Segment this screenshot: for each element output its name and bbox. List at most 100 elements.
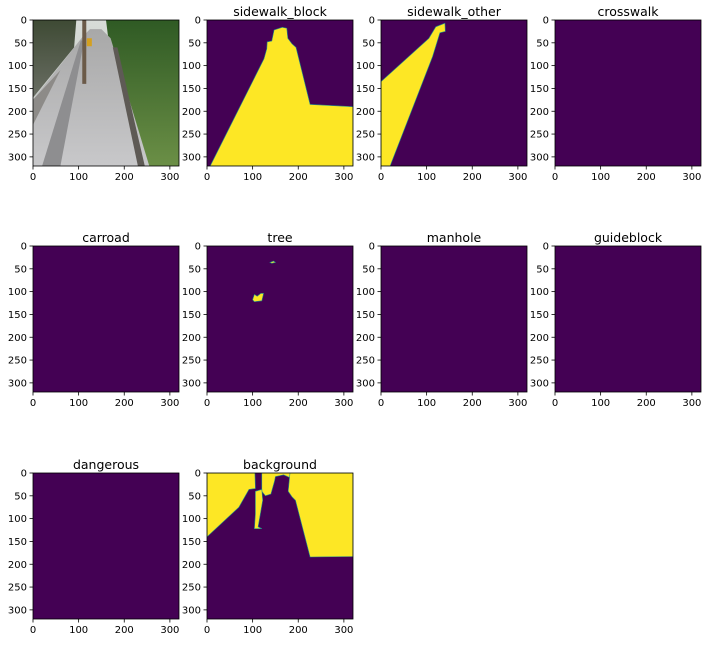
- mask-region: [254, 489, 264, 530]
- y-tick-label: 0: [21, 242, 27, 253]
- y-tick-label: 0: [195, 242, 201, 253]
- y-tick-label: 250: [8, 130, 27, 141]
- y-tick-label: 150: [356, 310, 375, 321]
- y-tick-label: 150: [182, 84, 201, 95]
- x-tick-label: 200: [115, 398, 134, 409]
- axes-frame: [32, 245, 180, 393]
- x-tick-label: 0: [378, 398, 384, 409]
- y-tick-label: 300: [530, 152, 549, 163]
- y-tick-label: 200: [356, 107, 375, 118]
- y-tick-label: 200: [182, 107, 201, 118]
- x-tick-label: 0: [30, 398, 36, 409]
- x-tick-label: 200: [637, 172, 656, 183]
- panel-title: guideblock: [594, 230, 663, 245]
- y-tick-label: 150: [182, 310, 201, 321]
- mask-region: [209, 26, 353, 166]
- y-tick-label: 100: [182, 287, 201, 298]
- image-area: [207, 20, 353, 166]
- y-tick-label: 200: [182, 560, 201, 571]
- y-tick-label: 150: [356, 84, 375, 95]
- y-tick-label: 250: [356, 130, 375, 141]
- y-tick-label: 100: [182, 61, 201, 72]
- y-tick-label: 150: [530, 84, 549, 95]
- y-tick-label: 150: [8, 310, 27, 321]
- y-tick-label: 0: [369, 242, 375, 253]
- x-tick-label: 100: [591, 172, 610, 183]
- mask-background: [555, 20, 701, 166]
- y-tick-label: 300: [182, 605, 201, 616]
- y-tick-label: 250: [530, 356, 549, 367]
- x-tick-label: 300: [682, 398, 701, 409]
- y-tick-label: 300: [182, 378, 201, 389]
- y-tick-label: 300: [356, 378, 375, 389]
- mask-background: [555, 246, 701, 392]
- y-tick-label: 50: [188, 264, 201, 275]
- mask-region: [287, 473, 353, 558]
- image-area: [207, 246, 353, 392]
- x-tick-label: 100: [69, 172, 88, 183]
- x-tick-label: 200: [115, 172, 134, 183]
- x-tick-label: 0: [204, 172, 210, 183]
- y-tick-label: 50: [188, 38, 201, 49]
- y-tick-label: 250: [8, 583, 27, 594]
- x-tick-label: 200: [289, 398, 308, 409]
- y-tick-label: 200: [530, 107, 549, 118]
- photo-edge: [112, 47, 145, 166]
- y-tick-label: 300: [530, 378, 549, 389]
- y-tick-label: 300: [356, 152, 375, 163]
- x-tick-label: 300: [334, 398, 353, 409]
- panel-title: tree: [267, 230, 292, 245]
- y-tick-label: 100: [530, 287, 549, 298]
- x-tick-label: 300: [334, 625, 353, 636]
- photo-pole: [82, 20, 87, 84]
- x-tick-label: 100: [243, 398, 262, 409]
- x-tick-label: 0: [204, 625, 210, 636]
- x-tick-label: 0: [30, 625, 36, 636]
- image-area: [555, 246, 701, 392]
- photo-grass: [106, 20, 179, 166]
- x-tick-label: 0: [552, 398, 558, 409]
- x-tick-label: 100: [243, 625, 262, 636]
- axes-frame: [380, 19, 528, 167]
- axes-frame: [554, 19, 702, 167]
- x-tick-label: 200: [463, 398, 482, 409]
- y-tick-label: 200: [8, 333, 27, 344]
- y-tick-label: 0: [543, 16, 549, 27]
- y-tick-label: 200: [8, 107, 27, 118]
- photo-sign: [86, 38, 92, 47]
- panel-title: carroad: [82, 230, 130, 245]
- y-tick-label: 50: [188, 491, 201, 502]
- y-tick-label: 50: [536, 38, 549, 49]
- photo-stripe: [42, 40, 85, 166]
- y-tick-label: 200: [530, 333, 549, 344]
- x-tick-label: 100: [69, 398, 88, 409]
- y-tick-label: 300: [8, 152, 27, 163]
- y-tick-label: 0: [21, 469, 27, 480]
- mask-background: [33, 246, 179, 392]
- mask-background: [207, 246, 353, 392]
- panel-title: sidewalk_other: [407, 4, 502, 19]
- x-tick-label: 200: [637, 398, 656, 409]
- x-tick-label: 0: [30, 172, 36, 183]
- panel-title: dangerous: [73, 457, 139, 472]
- y-tick-label: 250: [182, 356, 201, 367]
- x-tick-label: 100: [417, 172, 436, 183]
- y-tick-label: 0: [21, 16, 27, 27]
- x-tick-label: 300: [334, 172, 353, 183]
- image-area: [555, 20, 701, 166]
- x-tick-label: 300: [160, 398, 179, 409]
- x-tick-label: 300: [508, 172, 527, 183]
- x-tick-label: 300: [160, 625, 179, 636]
- x-tick-label: 100: [417, 398, 436, 409]
- image-area: [33, 473, 179, 619]
- y-tick-label: 100: [530, 61, 549, 72]
- mask-region: [252, 293, 264, 303]
- y-tick-label: 50: [362, 38, 375, 49]
